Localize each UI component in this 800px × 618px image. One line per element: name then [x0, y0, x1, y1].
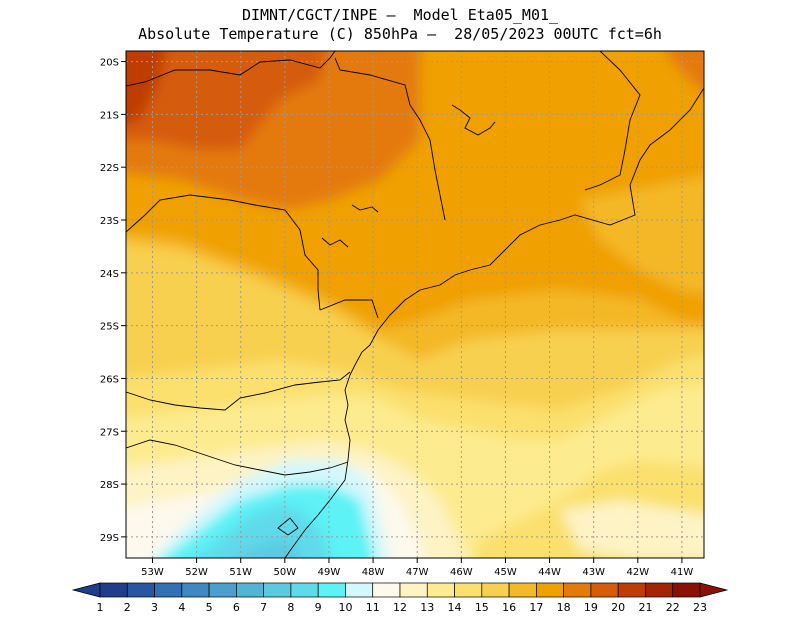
- colorbar-label: 16: [502, 601, 516, 614]
- colorbar-label: 6: [233, 601, 240, 614]
- temp-band-20: [126, 51, 166, 124]
- colorbar-label: 2: [124, 601, 131, 614]
- colorbar-swatch: [399, 582, 428, 598]
- map-gridlines: [126, 51, 704, 558]
- colorbar-swatch: [454, 582, 483, 598]
- map-title-line1: DIMNT/CGCT/INPE – Model Eta05_M01_: [241, 6, 559, 24]
- colorbar-label: 11: [366, 601, 380, 614]
- lon-tick-label: 51W: [229, 567, 252, 578]
- latitude-tick-labels: 20S 21S 22S 23S 24S 25S 26S 27S 28S 29S: [100, 58, 126, 544]
- colorbar-label: 9: [315, 601, 322, 614]
- longitude-tick-labels: 53W 52W 51W 50W 49W 48W 47W 46W 45W 44W 43W 42W 41W: [141, 558, 693, 578]
- reservoir-2: [321, 237, 349, 248]
- colorbar-swatch: [536, 582, 564, 598]
- temp-band-12-southeast: [560, 500, 704, 558]
- colorbar-swatch: [563, 582, 592, 598]
- temp-band-19: [126, 51, 326, 150]
- colorbar-low-arrow: [71, 582, 101, 598]
- colorbar-swatch: [236, 582, 264, 598]
- colorbar-swatch: [372, 582, 401, 598]
- lat-tick-label: 23S: [100, 216, 119, 227]
- colorbar-label: 12: [393, 601, 407, 614]
- colorbar-swatch: [263, 582, 292, 598]
- colorbar-swatch: [290, 582, 319, 598]
- lon-tick-label: 46W: [450, 567, 473, 578]
- state-border-ms-sp: [126, 194, 321, 311]
- colorbar-swatch: [345, 582, 374, 598]
- state-border-sc-rs: [126, 439, 349, 476]
- colorbar-label: 4: [178, 601, 185, 614]
- lat-tick-label: 29S: [100, 533, 119, 544]
- colorbar-swatch: [426, 582, 455, 598]
- lon-tick-label: 48W: [362, 567, 385, 578]
- colorbar-label: 17: [529, 601, 543, 614]
- map-title-line2: Absolute Temperature (C) 850hPa – 28/05/…: [138, 25, 662, 43]
- state-border-pr-sp: [319, 299, 379, 319]
- lat-tick-label: 21S: [100, 110, 119, 121]
- colorbar-label: 15: [475, 601, 489, 614]
- lake-network: [451, 104, 496, 136]
- colorbar-label: 19: [584, 601, 598, 614]
- colorbar-high-arrow: [699, 582, 729, 598]
- lat-tick-label: 28S: [100, 480, 119, 491]
- colorbar-label: 13: [420, 601, 434, 614]
- lat-tick-label: 22S: [100, 163, 119, 174]
- lon-tick-label: 52W: [185, 567, 208, 578]
- colorbar-label: 18: [557, 601, 571, 614]
- colorbar-swatch: [99, 582, 128, 598]
- colorbar-label: 23: [693, 601, 707, 614]
- colorbar-swatch: [508, 582, 537, 598]
- colorbar-swatch: [317, 582, 346, 598]
- lat-tick-label: 25S: [100, 322, 119, 333]
- lon-tick-label: 50W: [274, 567, 297, 578]
- colorbar-swatch: [645, 582, 674, 598]
- colorbar-swatch: [154, 582, 183, 598]
- lat-tick-label: 27S: [100, 427, 119, 438]
- colorbar-swatch: [617, 582, 646, 598]
- lon-tick-label: 41W: [671, 567, 694, 578]
- colorbar-swatch: [181, 582, 210, 598]
- colorbar-swatch: [208, 582, 237, 598]
- lon-tick-label: 42W: [627, 567, 650, 578]
- state-border-north: [126, 51, 336, 87]
- colorbar-swatch: [590, 582, 619, 598]
- lon-tick-label: 44W: [538, 567, 561, 578]
- lon-tick-label: 49W: [318, 567, 341, 578]
- colorbar-label: 10: [338, 601, 352, 614]
- lat-tick-label: 26S: [100, 374, 119, 385]
- lon-tick-label: 43W: [582, 567, 605, 578]
- colorbar-label: 20: [611, 601, 625, 614]
- reservoir-1: [351, 204, 379, 213]
- state-border-mg-es: [584, 51, 641, 191]
- colorbar-label: 22: [666, 601, 680, 614]
- atlantic-coastline: [284, 87, 704, 558]
- colorbar-label: 7: [260, 601, 267, 614]
- coastline-and-borders: [126, 51, 704, 558]
- colorbar-swatch: [481, 582, 510, 598]
- lon-tick-label: 53W: [141, 567, 164, 578]
- colorbar: 1 2 3 4 5 6 7 8 9 10 11 12 13 14 15 16 17 18 19 20 21 22 23: [71, 582, 729, 614]
- temp-band-16-northeast: [580, 176, 704, 294]
- map-frame: [125, 50, 705, 559]
- colorbar-label: 14: [448, 601, 462, 614]
- lon-tick-label: 47W: [406, 567, 429, 578]
- lat-tick-label: 20S: [100, 58, 119, 69]
- colorbar-label: 1: [97, 601, 104, 614]
- state-border-pr-sc: [126, 371, 351, 411]
- temp-band-8: [196, 505, 330, 558]
- colorbar-swatch: [672, 582, 701, 598]
- colorbar-swatch: [126, 582, 155, 598]
- lat-tick-label: 24S: [100, 269, 119, 280]
- temperature-field: [126, 51, 704, 558]
- colorbar-label: 21: [638, 601, 652, 614]
- temp-band-7: [234, 540, 300, 558]
- state-border-mg-sp: [334, 57, 446, 221]
- colorbar-label: 8: [287, 601, 294, 614]
- lagoon-south: [277, 517, 299, 536]
- lon-tick-label: 45W: [494, 567, 517, 578]
- colorbar-label: 3: [151, 601, 158, 614]
- colorbar-label: 5: [206, 601, 213, 614]
